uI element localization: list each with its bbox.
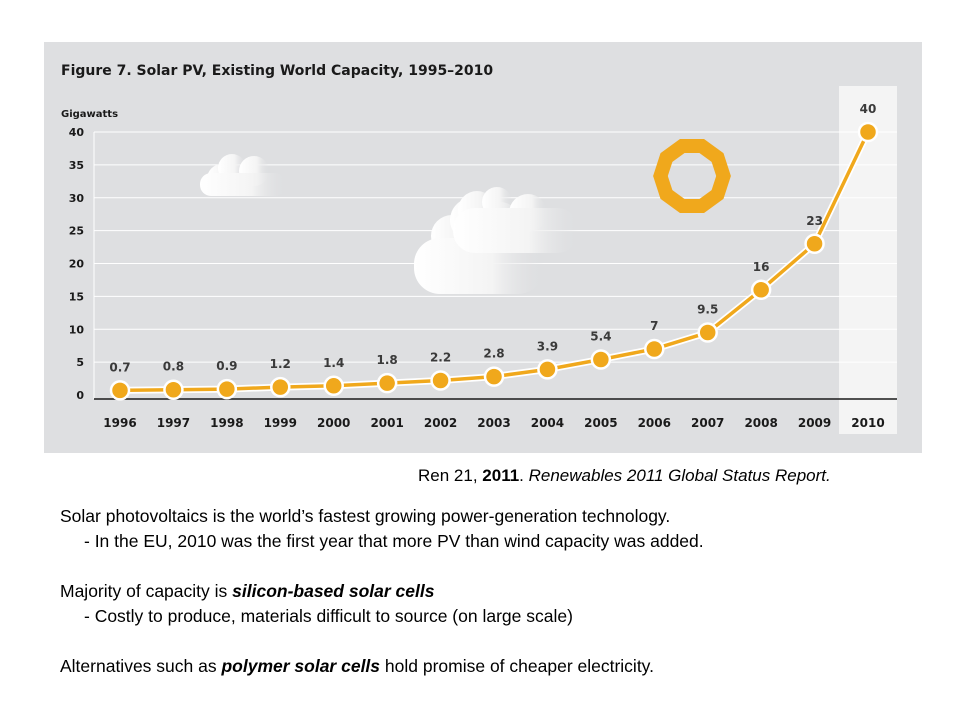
body-line-1: Solar photovoltaics is the world’s faste… bbox=[60, 506, 671, 526]
data-label: 5.4 bbox=[590, 329, 611, 343]
data-point bbox=[697, 322, 718, 343]
data-point bbox=[750, 279, 772, 301]
x-tick-label: 2003 bbox=[477, 416, 510, 430]
x-tick-label: 1996 bbox=[103, 416, 136, 430]
data-label: 3.9 bbox=[537, 339, 558, 353]
x-tick-label: 2006 bbox=[638, 416, 671, 430]
body-line-5: Alternatives such as polymer solar cells… bbox=[60, 654, 704, 679]
data-point bbox=[430, 370, 451, 391]
y-tick-label: 0 bbox=[76, 389, 84, 402]
data-labels: 0.7 0.8 0.9 1.2 1.4 1.8 2.2 2.8 3.9 5.4 7 9.5 16 23 40 bbox=[109, 102, 876, 374]
x-tick-label: 2004 bbox=[531, 416, 564, 430]
data-point bbox=[537, 359, 558, 380]
body-line-5-suffix: hold promise of cheaper electricity. bbox=[380, 656, 654, 676]
data-label: 1.8 bbox=[377, 353, 398, 367]
citation-title: Renewables 2011 Global Status Report. bbox=[528, 466, 831, 485]
sun-ray bbox=[710, 153, 731, 181]
x-tick-label: 2005 bbox=[584, 416, 617, 430]
data-point bbox=[804, 233, 825, 255]
data-point bbox=[590, 349, 612, 370]
citation-author: Ren 21, bbox=[418, 466, 478, 485]
data-label: 1.4 bbox=[323, 356, 344, 370]
data-label: 0.9 bbox=[216, 359, 237, 373]
x-tick-label: 2008 bbox=[744, 416, 777, 430]
body-line-2: - In the EU, 2010 was the first year tha… bbox=[84, 531, 704, 551]
data-label: 16 bbox=[753, 260, 770, 274]
body-line-4: - Costly to produce, materials difficult… bbox=[84, 606, 573, 626]
y-axis-unit-label: Gigawatts bbox=[61, 109, 118, 120]
body-line-5-prefix: Alternatives such as bbox=[60, 656, 222, 676]
data-points bbox=[109, 121, 879, 401]
data-label: 0.8 bbox=[163, 360, 184, 374]
data-point bbox=[376, 372, 398, 394]
data-point bbox=[163, 379, 184, 400]
body-line-3-prefix: Majority of capacity is bbox=[60, 581, 233, 601]
sun-ray bbox=[653, 171, 674, 199]
y-tick-label: 20 bbox=[69, 258, 85, 271]
body-line-5-emphasis: polymer solar cells bbox=[221, 656, 381, 676]
data-label: 23 bbox=[806, 214, 823, 228]
chart-title: Figure 7. Solar PV, Existing World Capac… bbox=[61, 63, 493, 79]
data-label: 40 bbox=[860, 102, 877, 116]
x-tick-label: 1997 bbox=[157, 416, 190, 430]
x-tick-label: 1999 bbox=[264, 416, 297, 430]
x-tick-label: 2009 bbox=[798, 416, 831, 430]
data-point bbox=[109, 380, 131, 401]
data-point bbox=[216, 378, 238, 400]
y-tick-label: 15 bbox=[69, 290, 84, 303]
highlight-column-2010 bbox=[839, 86, 897, 434]
data-point bbox=[270, 376, 291, 398]
data-point bbox=[857, 121, 879, 143]
data-label: 9.5 bbox=[697, 303, 718, 317]
data-point bbox=[644, 338, 665, 360]
y-tick-label: 40 bbox=[69, 126, 85, 139]
y-tick-label: 30 bbox=[69, 192, 85, 205]
y-tick-label: 25 bbox=[69, 225, 84, 238]
data-label: 7 bbox=[650, 319, 658, 333]
y-tick-label: 10 bbox=[69, 323, 85, 336]
x-tick-label: 2007 bbox=[691, 416, 724, 430]
y-tick-label: 35 bbox=[69, 159, 84, 172]
y-axis-ticks: 0 5 10 15 20 25 30 35 40 bbox=[69, 126, 85, 402]
x-axis-ticks: 1996 1997 1998 1999 2000 2001 2002 2003 2004 2005… bbox=[103, 416, 884, 430]
y-tick-label: 5 bbox=[76, 356, 84, 369]
cloud-small bbox=[200, 154, 286, 196]
chart-figure: Figure 7. Solar PV, Existing World Capac… bbox=[44, 42, 922, 453]
body-text: Solar photovoltaics is the world’s faste… bbox=[60, 504, 704, 679]
sun-ray bbox=[660, 139, 689, 165]
data-label: 2.8 bbox=[483, 347, 504, 361]
data-label: 2.2 bbox=[430, 351, 451, 365]
body-line-3: Majority of capacity is silicon-based so… bbox=[60, 579, 704, 604]
x-tick-label: 2002 bbox=[424, 416, 457, 430]
x-tick-label: 2001 bbox=[370, 416, 403, 430]
data-point bbox=[323, 375, 344, 397]
citation-year: 2011 bbox=[482, 466, 520, 485]
data-label: 1.2 bbox=[270, 357, 291, 371]
line-chart: Figure 7. Solar PV, Existing World Capac… bbox=[61, 63, 897, 434]
citation: Ren 21, 2011. Renewables 2011 Global Sta… bbox=[418, 466, 831, 485]
body-line-3-emphasis: silicon-based solar cells bbox=[232, 581, 435, 601]
x-tick-label: 2000 bbox=[317, 416, 350, 430]
sun-icon bbox=[653, 139, 731, 213]
x-tick-label: 2010 bbox=[851, 416, 884, 430]
data-label: 0.7 bbox=[109, 360, 130, 374]
data-point bbox=[483, 366, 505, 387]
x-tick-label: 1998 bbox=[210, 416, 243, 430]
cloud-large bbox=[414, 187, 579, 294]
